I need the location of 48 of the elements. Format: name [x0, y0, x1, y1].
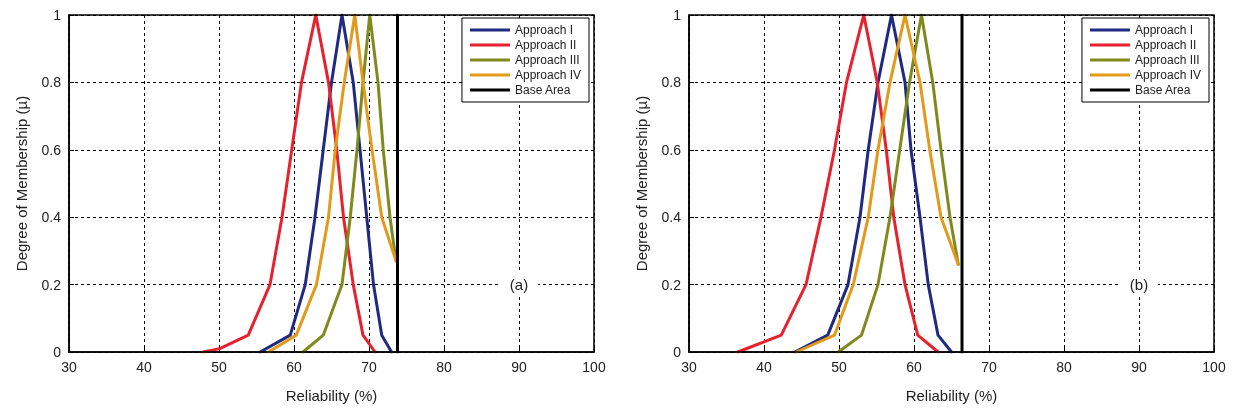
annotation: (b)	[1129, 276, 1149, 294]
x-tick-label: 80	[436, 359, 452, 375]
legend-label: Approach IV	[1134, 68, 1202, 82]
legend-label: Base Area	[514, 83, 571, 97]
x-tick-label: 50	[831, 359, 847, 375]
x-tick-label: 30	[61, 359, 77, 375]
x-tick-label: 90	[511, 359, 527, 375]
y-tick-label: 0.4	[41, 209, 62, 226]
y-tick-label: 0.4	[661, 209, 682, 226]
x-tick-label: 60	[906, 359, 922, 375]
legend-label: Approach III	[1134, 53, 1200, 67]
x-tick-label: 70	[361, 359, 377, 375]
y-tick-label: 0.8	[661, 74, 682, 91]
y-axis-title: Degree of Membership (µ)	[13, 95, 30, 272]
y-tick-label: 1	[673, 7, 682, 23]
x-tick-label: 100	[1202, 359, 1226, 375]
legend-label: Approach III	[514, 53, 580, 67]
legend-label: Approach I	[514, 23, 574, 37]
annotation: (a)	[509, 276, 529, 294]
y-tick-label: 0.2	[41, 276, 62, 293]
y-tick-label: 0.2	[661, 276, 682, 293]
y-tick-label: 0	[53, 344, 62, 360]
x-tick-label: 70	[981, 359, 997, 375]
line-series	[736, 13, 940, 354]
x-tick-label: 30	[681, 359, 697, 375]
x-tick-label: 80	[1056, 359, 1072, 375]
y-tick-label: 0	[673, 344, 682, 360]
x-tick-label: 60	[286, 359, 302, 375]
y-tick-label: 1	[53, 7, 62, 23]
x-tick-label: 50	[211, 359, 227, 375]
legend-label: Base Area	[1134, 83, 1191, 97]
legend-label: Approach II	[514, 38, 577, 52]
x-axis-title: Reliability (%)	[285, 387, 378, 404]
line-series	[201, 13, 377, 354]
legend-label: Approach IV	[514, 68, 582, 82]
legend-label: Approach I	[1134, 23, 1194, 37]
y-tick-label: 0.8	[41, 74, 62, 91]
y-tick-label: 0.6	[41, 141, 62, 158]
x-axis-title: Reliability (%)	[905, 387, 998, 404]
x-tick-label: 90	[1131, 359, 1147, 375]
line-series	[301, 13, 398, 354]
y-tick-label: 0.6	[661, 141, 682, 158]
x-tick-label: 40	[136, 359, 152, 375]
line-series	[836, 13, 960, 354]
x-tick-label: 100	[582, 359, 606, 375]
x-tick-label: 40	[756, 359, 772, 375]
legend-label: Approach II	[1134, 38, 1197, 52]
y-axis-title: Degree of Membership (µ)	[633, 95, 650, 272]
